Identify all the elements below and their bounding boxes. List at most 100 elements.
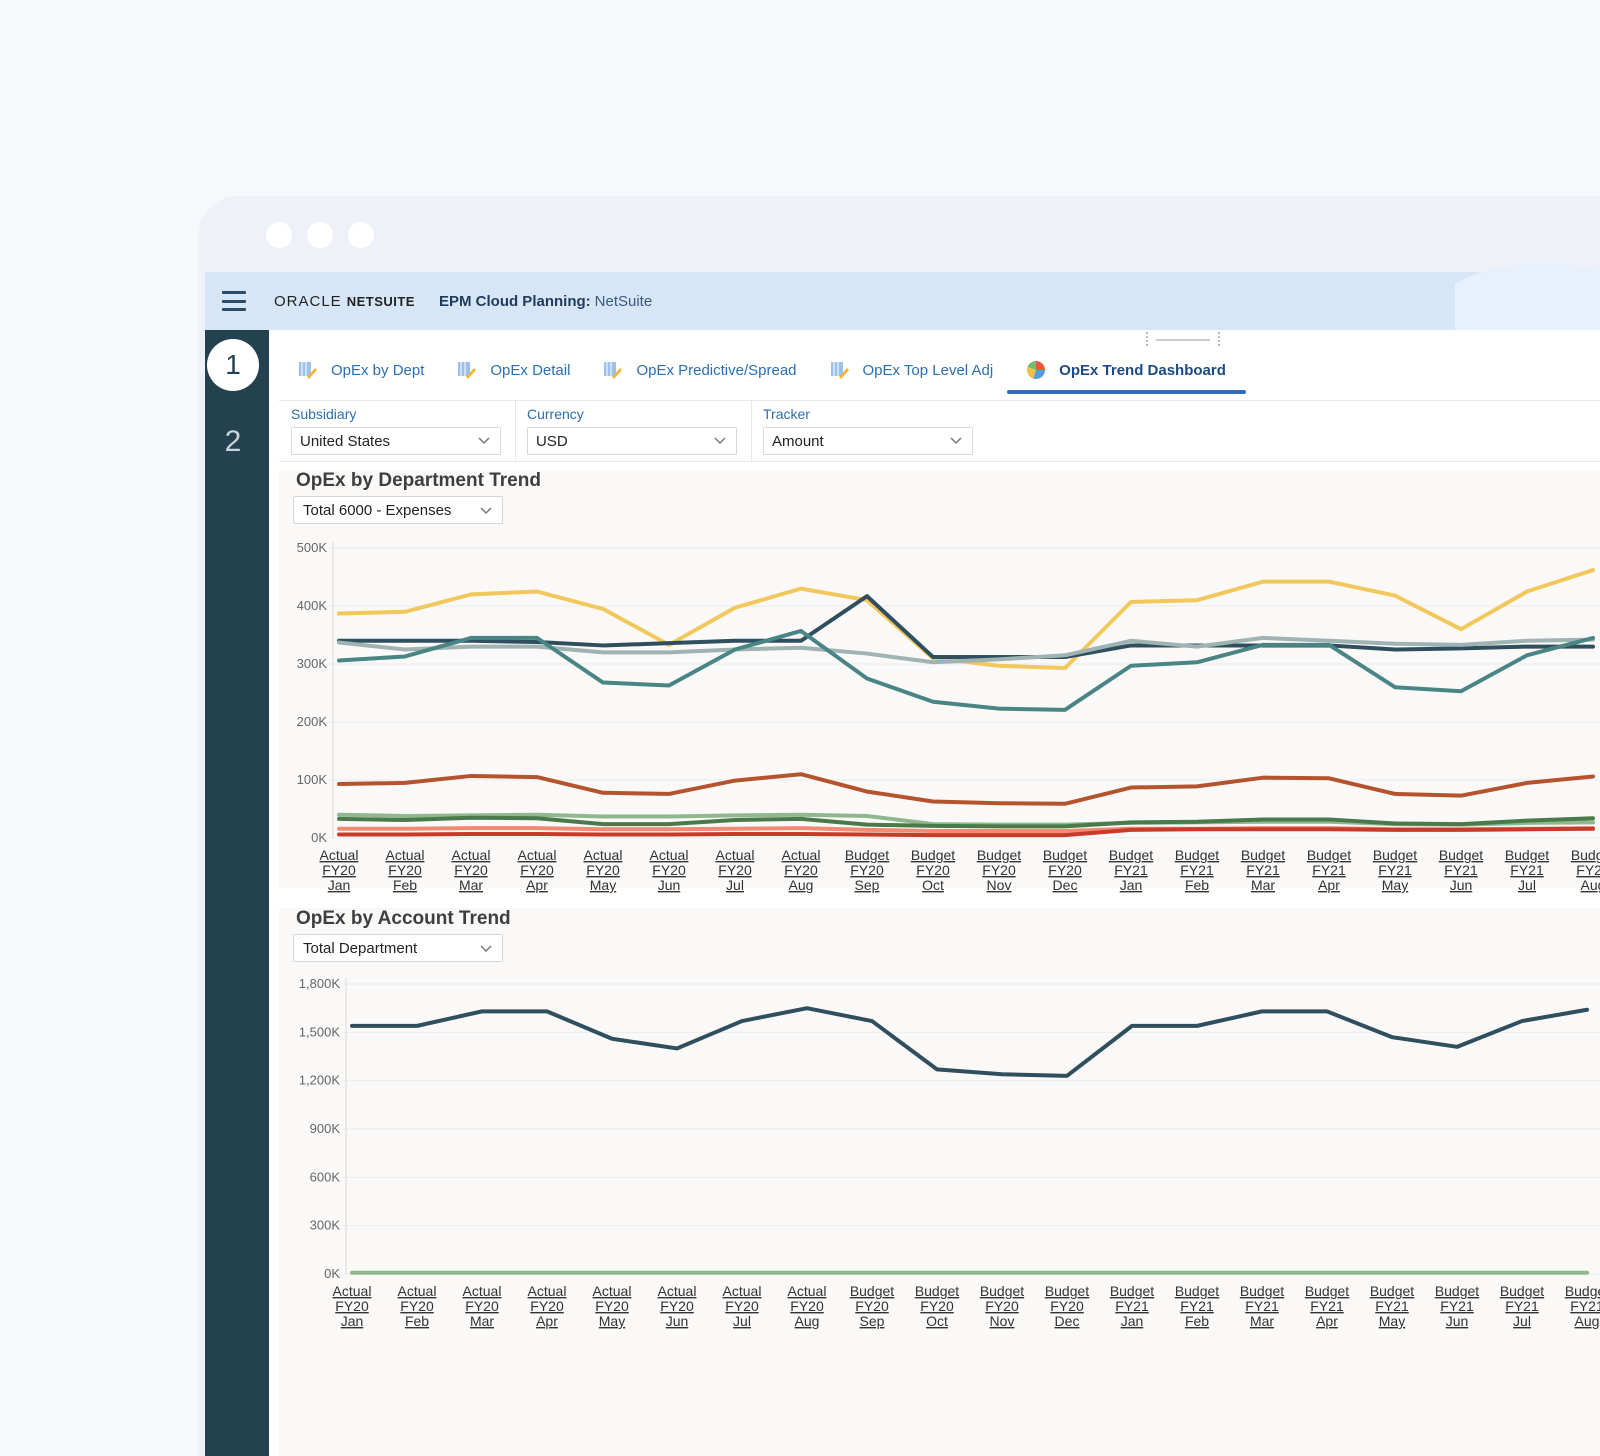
resize-grip-icon[interactable]	[1146, 332, 1220, 346]
x-tick-label[interactable]: Budget FY20 Dec	[1043, 847, 1087, 893]
x-tick-label[interactable]: Budget FY21 May	[1370, 1283, 1414, 1329]
y-tick-label: 500K	[297, 540, 328, 555]
x-tick-label[interactable]: Budget FY20 Nov	[980, 1283, 1024, 1329]
x-tick-label[interactable]: Budget FY21 Feb	[1175, 847, 1219, 893]
chart-title: OpEx by Account Trend	[296, 908, 511, 929]
menu-icon[interactable]	[222, 291, 246, 311]
x-tick-label[interactable]: Actual FY20 Mar	[452, 847, 491, 893]
pie-chart-icon	[1027, 361, 1046, 380]
x-tick-label[interactable]: Budget FY21 Jul	[1505, 847, 1549, 893]
x-tick-label[interactable]: Actual FY20 Mar	[463, 1283, 502, 1329]
series-line-3[interactable]	[337, 628, 1595, 712]
tab-label: OpEx Detail	[490, 361, 571, 379]
y-tick-label: 100K	[297, 772, 328, 787]
y-tick-label: 1,200K	[299, 1073, 341, 1088]
x-tick-label[interactable]: Budget FY20 Dec	[1045, 1283, 1089, 1329]
x-tick-label[interactable]: Budget FY20 Oct	[915, 1283, 959, 1329]
x-tick-label[interactable]: Actual FY20 Jul	[723, 1283, 762, 1329]
x-tick-label[interactable]: Budget FY21 Mar	[1240, 1283, 1284, 1329]
tab-opex-trend-dashboard[interactable]: OpEx Trend Dashboard	[1007, 348, 1246, 394]
tab-opex-predictive-spread[interactable]: OpEx Predictive/Spread	[598, 348, 810, 392]
x-tick-label[interactable]: Actual FY20 Aug	[788, 1283, 827, 1329]
tab-opex-detail[interactable]: OpEx Detail	[452, 348, 584, 392]
account-trend-chart: 0K 300K 600K 900K 1,200K 1,500K 1,800K Actual FY…	[299, 976, 1600, 1329]
step-2-button[interactable]: 2	[224, 425, 242, 458]
series-line-6[interactable]	[337, 815, 1595, 829]
main-content: OpEx by Dept OpEx Detail OpEx Predictive…	[269, 330, 1600, 1456]
x-tick-label[interactable]: BudgetFY21Aug	[1571, 847, 1600, 893]
tab-opex-by-dept[interactable]: OpEx by Dept	[293, 348, 438, 392]
x-tick-label[interactable]: Actual FY20 Apr	[518, 847, 557, 893]
x-tick-label[interactable]: Actual FY20 Jun	[650, 847, 689, 893]
x-tick-label[interactable]: Actual FY20 Aug	[782, 847, 821, 893]
select-value: Total Department	[303, 939, 418, 957]
chevron-down-icon	[478, 437, 490, 445]
x-tick-label[interactable]: Actual FY20 Apr	[528, 1283, 567, 1329]
app-subtitle: NetSuite	[594, 292, 653, 310]
x-tick-label[interactable]: Budget FY21 Jun	[1435, 1283, 1479, 1329]
department-select[interactable]: Total Department	[293, 934, 503, 962]
x-tick-label[interactable]: Budget FY21 Apr	[1305, 1283, 1349, 1329]
form-edit-icon	[458, 362, 477, 379]
account-select[interactable]: Total 6000 - Expenses	[293, 496, 503, 524]
chevron-down-icon	[714, 437, 726, 445]
x-tick-label[interactable]: Actual FY20 May	[593, 1283, 632, 1329]
x-tick-label[interactable]: Actual FY20 Jan	[320, 847, 359, 893]
x-tick-label[interactable]: Budget FY21 Mar	[1241, 847, 1285, 893]
y-tick-label: 1,800K	[299, 976, 341, 991]
step-1-button[interactable]: 1	[207, 339, 259, 391]
x-tick-label[interactable]: Actual FY20 Feb	[398, 1283, 437, 1329]
chevron-down-icon	[950, 437, 962, 445]
series-line-4[interactable]	[337, 772, 1595, 806]
x-tick-label[interactable]: Actual FY20 Feb	[386, 847, 425, 893]
tab-label: OpEx Top Level Adj	[862, 361, 994, 379]
subsidiary-select[interactable]: United States	[291, 427, 501, 455]
x-tick-label[interactable]: Budget FY21 May	[1373, 847, 1417, 893]
window-minimize-button[interactable]	[307, 222, 333, 248]
window-maximize-button[interactable]	[348, 222, 374, 248]
x-tick-label[interactable]: Budget FY20 Nov	[977, 847, 1021, 893]
app-header: ORACLE NETSUITE EPM Cloud Planning: NetS…	[205, 252, 1600, 332]
left-rail: 1 2	[205, 330, 269, 1456]
filter-label: Currency	[527, 406, 584, 422]
x-tick-label[interactable]: BudgetFY21Aug	[1565, 1283, 1600, 1329]
brand-netsuite: NETSUITE	[346, 293, 415, 309]
x-tick-label[interactable]: Budget FY20 Sep	[850, 1283, 894, 1329]
tab-bar: OpEx by Dept OpEx Detail OpEx Predictive…	[293, 348, 1254, 394]
series-line-0[interactable]	[337, 568, 1595, 671]
y-tick-label: 0K	[324, 1266, 340, 1281]
tab-label: OpEx by Dept	[331, 361, 425, 379]
x-tick-label[interactable]: Budget FY21 Apr	[1307, 847, 1351, 893]
chart-title: OpEx by Department Trend	[296, 470, 541, 491]
tracker-select[interactable]: Amount	[763, 427, 973, 455]
x-tick-label[interactable]: Actual FY20 May	[584, 847, 623, 893]
x-tick-label[interactable]: Budget FY21 Jan	[1109, 847, 1153, 893]
tab-opex-top-level-adj[interactable]: OpEx Top Level Adj	[825, 348, 1008, 392]
series-line-1[interactable]	[337, 594, 1595, 660]
x-tick-label[interactable]: Actual FY20 Jun	[658, 1283, 697, 1329]
x-tick-label[interactable]: Budget FY21 Feb	[1175, 1283, 1219, 1329]
x-tick-label[interactable]: Budget FY20 Oct	[911, 847, 955, 893]
browser-window: ORACLE NETSUITE EPM Cloud Planning: NetS…	[198, 196, 1600, 1456]
subsidiary-filter: Subsidiary United States	[279, 401, 516, 461]
y-tick-label: 200K	[297, 714, 328, 729]
tab-label: OpEx Trend Dashboard	[1059, 361, 1226, 379]
x-tick-label[interactable]: Budget FY21 Jun	[1439, 847, 1483, 893]
series-line-0[interactable]	[350, 1006, 1589, 1078]
filter-label: Tracker	[763, 406, 810, 422]
select-value: Amount	[772, 432, 824, 450]
filter-label: Subsidiary	[291, 406, 357, 422]
x-tick-label[interactable]: Budget FY21 Jan	[1110, 1283, 1154, 1329]
opex-by-department-trend-panel: OpEx by Department Trend Total 6000 - Ex…	[279, 470, 1600, 893]
window-close-button[interactable]	[266, 222, 292, 248]
x-tick-label[interactable]: Budget FY21 Jul	[1500, 1283, 1544, 1329]
x-tick-label[interactable]: Budget FY20 Sep	[845, 847, 889, 893]
x-tick-label[interactable]: Actual FY20 Jan	[333, 1283, 372, 1329]
form-edit-icon	[299, 362, 317, 379]
chevron-down-icon	[480, 507, 492, 515]
currency-select[interactable]: USD	[527, 427, 737, 455]
y-tick-label: 300K	[310, 1218, 341, 1233]
form-edit-icon	[830, 362, 849, 379]
x-tick-label[interactable]: Actual FY20 Jul	[716, 847, 755, 893]
series-line-8[interactable]	[337, 826, 1595, 838]
